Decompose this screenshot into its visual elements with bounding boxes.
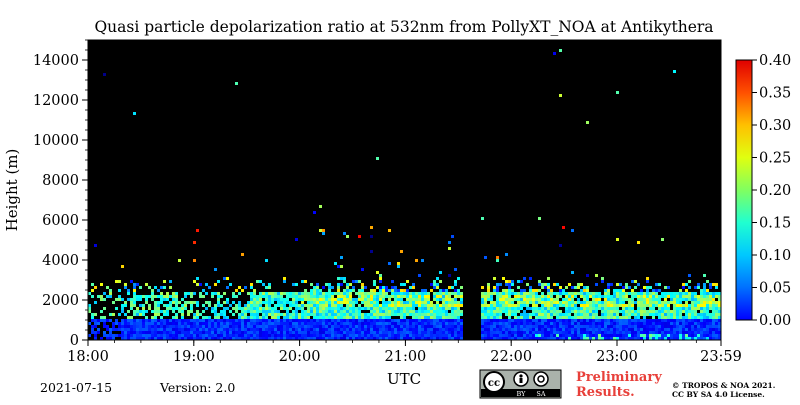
x-tick-label: 22:00	[490, 349, 532, 365]
preliminary-label-line2: Results.	[576, 385, 635, 400]
y-tick-label: 8000	[42, 173, 79, 189]
x-tick-label: 18:00	[67, 349, 109, 365]
y-tick-label: 4000	[42, 253, 79, 269]
badge-by-label: BY	[517, 390, 527, 398]
cc-license-badge: cc BY SA	[479, 369, 562, 399]
footer-version: Version: 2.0	[159, 380, 235, 395]
y-tick-label: 6000	[42, 213, 79, 229]
x-tick-label: 21:00	[385, 349, 427, 365]
cc-logo-text: cc	[488, 378, 500, 389]
colorbar-tick-label: 0.10	[759, 248, 791, 264]
x-tick-label: 23:00	[596, 349, 638, 365]
x-tick-label: 20:00	[279, 349, 321, 365]
x-tick-label: 23:59	[700, 349, 742, 365]
colorbar-ticks: 0.00 0.05 0.10 0.15 0.20 0.25 0.30 0.35 0.40	[752, 53, 791, 329]
x-axis-label: UTC	[387, 370, 421, 388]
y-axis-label: Height (m)	[3, 149, 21, 232]
badge-sa-label: SA	[536, 390, 545, 398]
heatmap-cells	[88, 49, 721, 340]
footer-date: 2021-07-15	[40, 380, 112, 395]
preliminary-label-line1: Preliminary	[576, 370, 662, 385]
colorbar-tick-label: 0.05	[759, 281, 791, 297]
chart-title: Quasi particle depolarization ratio at 5…	[94, 18, 713, 36]
y-tick-label: 2000	[42, 293, 79, 309]
colorbar	[735, 59, 753, 321]
x-axis: 18:00 19:00 20:00 21:00 22:00 23:00 23:59	[67, 340, 742, 365]
x-tick-label: 19:00	[173, 349, 215, 365]
cc-logo-icon	[483, 371, 505, 393]
y-axis: 0 2000 4000 6000 8000 10000 12000 14000	[33, 39, 88, 349]
sa-share-icon	[533, 371, 549, 387]
y-tick-label: 14000	[33, 53, 79, 69]
y-tick-label: 0	[70, 333, 79, 349]
y-tick-label: 10000	[33, 133, 79, 149]
colorbar-tick-label: 0.30	[759, 118, 791, 134]
colorbar-tick-label: 0.40	[759, 53, 791, 69]
colorbar-tick-label: 0.35	[759, 86, 791, 102]
copyright-line2: CC BY SA 4.0 License.	[672, 390, 765, 399]
colorbar-tick-label: 0.00	[759, 313, 791, 329]
colorbar-tick-label: 0.15	[759, 216, 791, 232]
copyright-line1: © TROPOS & NOA 2021.	[672, 381, 775, 390]
colorbar-tick-label: 0.20	[759, 183, 791, 199]
colorbar-tick-label: 0.25	[759, 151, 791, 167]
y-tick-label: 12000	[33, 93, 79, 109]
